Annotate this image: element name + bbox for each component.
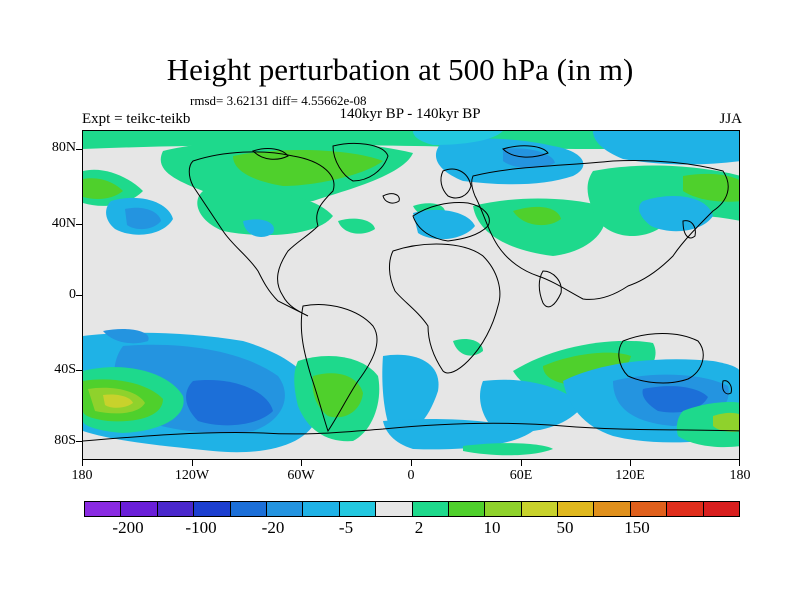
colorbar-swatch — [376, 502, 413, 516]
colorbar-label: 2 — [414, 518, 424, 537]
lon-label-0: 0 — [407, 468, 415, 483]
colorbar-swatch — [594, 502, 631, 516]
colorbar-label: 10 — [483, 518, 501, 537]
colorbar-swatch — [521, 502, 559, 516]
colorbar-swatch — [667, 502, 704, 516]
contour-map — [83, 131, 739, 456]
lon-tick — [521, 460, 522, 466]
colorbar-swatch — [266, 502, 304, 516]
colorbar-swatch — [630, 502, 668, 516]
antarctica-coast — [83, 422, 739, 442]
lon-label-120e: 120E — [615, 468, 645, 483]
lon-label-60w: 60W — [287, 468, 315, 483]
lon-tick — [192, 460, 193, 466]
australia-coast — [618, 333, 704, 384]
asia-coast — [471, 159, 729, 300]
colorbar-swatch — [157, 502, 195, 516]
lon-tick — [739, 460, 740, 466]
color-legend-bar — [84, 501, 740, 517]
south-america-coast — [300, 304, 378, 433]
lon-tick — [82, 460, 83, 466]
colorbar-swatch — [121, 502, 158, 516]
lon-tick — [301, 460, 302, 466]
asia-positive-region — [473, 198, 606, 256]
colorbar-label: -20 — [261, 518, 285, 537]
period-label: 140kyr BP - 140kyr BP — [339, 106, 481, 122]
lat-label-80s: 80S — [54, 433, 76, 448]
colorbar-swatch — [412, 502, 449, 516]
plot-title: Height perturbation at 500 hPa (in m) — [166, 52, 634, 87]
colorbar-swatch — [558, 502, 595, 516]
lon-label-180e: 180 — [729, 468, 751, 483]
statistics-text: rmsd= 3.62131 diff= 4.55662e-08 — [190, 93, 367, 108]
colorbar-swatch — [485, 502, 522, 516]
lon-tick — [411, 460, 412, 466]
lat-tick — [76, 224, 82, 225]
experiment-label: Expt = teikc-teikb — [82, 111, 191, 127]
lat-label-equator: 0 — [69, 287, 76, 302]
lat-label-40s: 40S — [54, 362, 76, 377]
colorbar-label: -200 — [112, 518, 144, 537]
lon-tick — [630, 460, 631, 466]
map-panel — [82, 130, 740, 460]
africa-coast — [389, 243, 501, 374]
lat-label-80n: 80N — [51, 140, 76, 155]
lat-label-40n: 40N — [51, 216, 76, 231]
colorbar-label: 150 — [624, 518, 650, 537]
lon-label-60e: 60E — [509, 468, 533, 483]
colorbar-label: -100 — [185, 518, 217, 537]
colorbar-swatch — [448, 502, 486, 516]
north-america-coast — [188, 151, 335, 317]
lon-label-180w: 180 — [71, 468, 93, 483]
lon-label-120w: 120W — [174, 468, 210, 483]
lat-tick — [76, 295, 82, 296]
colorbar-label: -5 — [338, 518, 354, 537]
coastlines — [83, 142, 739, 442]
colorbar-swatch — [194, 502, 231, 516]
season-label: JJA — [719, 111, 742, 127]
colorbar-swatch — [303, 502, 340, 516]
colorbar-swatch — [230, 502, 267, 516]
lat-tick — [76, 441, 82, 442]
anomaly-fills — [83, 131, 739, 456]
lat-tick — [76, 149, 82, 150]
colorbar-label: 50 — [556, 518, 574, 537]
colorbar-swatch — [703, 502, 740, 516]
colorbar-swatch — [85, 502, 122, 516]
colorbar-swatch — [339, 502, 377, 516]
lat-tick — [76, 370, 82, 371]
